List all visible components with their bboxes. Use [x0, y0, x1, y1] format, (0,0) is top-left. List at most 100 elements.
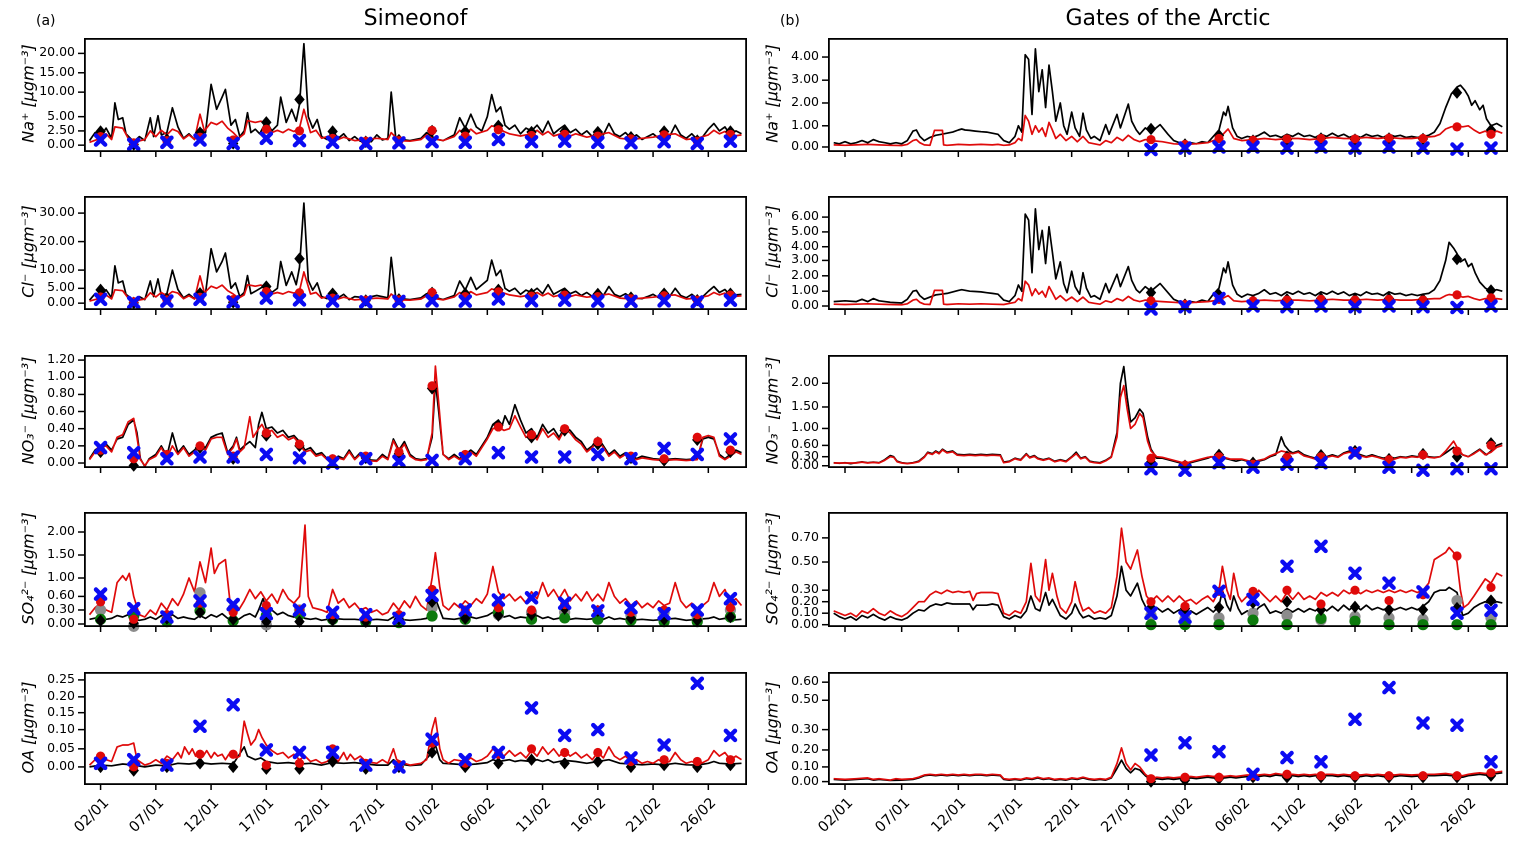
- blue-x-marker: [126, 601, 141, 616]
- blue-x-marker: [226, 697, 240, 712]
- red-circle-marker: [659, 755, 669, 765]
- blue-x-marker: [93, 756, 108, 771]
- blue-x-marker: [126, 137, 141, 152]
- blue-x-marker: [259, 743, 274, 757]
- black-diamond-marker: [559, 757, 570, 770]
- red-circle-marker: [1282, 769, 1292, 779]
- black-model-line: [833, 365, 1503, 466]
- black-diamond-marker: [95, 614, 106, 627]
- blue-x-marker: [557, 728, 572, 743]
- blue-x-marker: [93, 440, 108, 455]
- site-title-simeonof: Simeonof: [363, 6, 468, 31]
- blue-x-marker: [1382, 576, 1396, 590]
- blue-x-marker: [624, 751, 638, 765]
- y-tick-label: 10.00: [39, 261, 75, 277]
- red-circle-marker: [1180, 601, 1190, 611]
- y-tick-label: 0.20: [791, 592, 819, 608]
- y-tick-label: 0.40: [47, 419, 75, 435]
- green-circle-marker: [559, 612, 571, 624]
- red-circle-marker: [427, 381, 437, 391]
- y-axis-label: NO₃⁻ [µgm⁻³]: [18, 356, 38, 464]
- red-circle-marker: [1418, 133, 1428, 144]
- blue-x-marker: [458, 135, 473, 150]
- y-tick-label: 0.20: [791, 740, 819, 756]
- green-circle-marker: [1451, 619, 1463, 631]
- blue-x-marker: [591, 135, 605, 150]
- blue-x-marker: [1314, 455, 1328, 470]
- blue-x-marker: [292, 603, 307, 617]
- blue-x-marker: [93, 133, 108, 147]
- blue-x-marker: [193, 719, 207, 734]
- red-circle-marker: [560, 747, 570, 758]
- x-tick-label: 01/02: [1155, 795, 1197, 836]
- x-tick-label: 17/01: [236, 795, 278, 836]
- y-tick-label: 0.10: [791, 757, 819, 773]
- blue-x-marker: [358, 758, 373, 772]
- red-model-line: [833, 747, 1503, 781]
- blue-x-marker: [93, 292, 108, 307]
- blue-x-marker: [1416, 585, 1430, 599]
- red-circle-marker: [1486, 440, 1496, 450]
- black-diamond-marker: [1383, 603, 1395, 616]
- blue-x-marker: [358, 607, 373, 622]
- red-circle-marker: [427, 125, 437, 135]
- y-axis-label: Cl⁻ [µgm⁻³]: [762, 205, 782, 298]
- blue-x-marker: [160, 294, 174, 308]
- blue-x-marker: [160, 610, 174, 624]
- blue-x-marker: [491, 132, 506, 147]
- blue-x-marker: [259, 131, 274, 146]
- black-model-line: [88, 202, 742, 302]
- green-circle-marker: [1485, 619, 1497, 631]
- red-circle-marker: [1146, 774, 1156, 784]
- red-circle-marker: [493, 422, 503, 432]
- blue-x-marker: [1212, 455, 1226, 470]
- blue-x-marker: [325, 745, 340, 760]
- x-tick-label: 26/02: [1438, 795, 1480, 836]
- blue-x-marker: [292, 745, 307, 760]
- blue-x-marker: [690, 676, 705, 691]
- red-circle-marker: [427, 287, 437, 298]
- red-circle-marker: [560, 424, 570, 434]
- blue-x-marker: [1246, 140, 1260, 154]
- black-diamond-marker: [526, 753, 537, 766]
- black-diamond-marker: [327, 125, 338, 138]
- y-tick-label: 0.15: [47, 703, 75, 719]
- blue-x-marker: [1246, 592, 1260, 607]
- red-circle-marker: [95, 597, 106, 607]
- y-tick-label: 0.25: [47, 670, 75, 686]
- plot-gates-na: [822, 37, 1509, 157]
- y-tick-label: 20.00: [39, 44, 75, 60]
- axes-frame: [827, 671, 1509, 785]
- y-tick-label: 0.30: [47, 600, 75, 616]
- blue-x-marker: [1314, 140, 1328, 154]
- site-title-gates-of-the-arctic: Gates of the Arctic: [1065, 6, 1271, 31]
- red-circle-marker: [526, 744, 537, 754]
- y-tick-label: 0.05: [47, 739, 75, 755]
- y-axis-label: OA [µgm⁻³]: [762, 681, 782, 773]
- axes-frame: [83, 37, 748, 152]
- y-tick-label: 3.00: [791, 71, 819, 87]
- red-circle-marker: [1214, 772, 1224, 782]
- blue-x-marker: [591, 604, 605, 618]
- blue-x-marker: [1178, 736, 1192, 750]
- black-diamond-marker: [725, 758, 736, 772]
- red-circle-marker: [1146, 296, 1156, 306]
- blue-x-marker: [657, 441, 671, 456]
- black-diamond-marker: [327, 614, 338, 627]
- blue-x-marker: [624, 136, 638, 150]
- red-circle-marker: [1418, 771, 1428, 781]
- red-circle-marker: [1486, 768, 1496, 778]
- red-circle-marker: [1452, 122, 1462, 132]
- panel-label-a: (a): [36, 13, 56, 29]
- blue-x-marker: [193, 594, 207, 608]
- gray-circle-marker: [1281, 609, 1293, 622]
- blue-x-marker: [1348, 566, 1362, 581]
- blue-x-marker: [259, 447, 274, 462]
- blue-x-marker: [392, 294, 406, 309]
- red-circle-marker: [725, 603, 736, 613]
- y-axis-label: NO₃⁻ [µgm⁻³]: [762, 356, 782, 464]
- black-diamond-marker: [1417, 603, 1429, 616]
- red-circle-marker: [1146, 453, 1156, 463]
- red-circle-marker: [195, 749, 205, 759]
- red-circle-marker: [1384, 133, 1394, 143]
